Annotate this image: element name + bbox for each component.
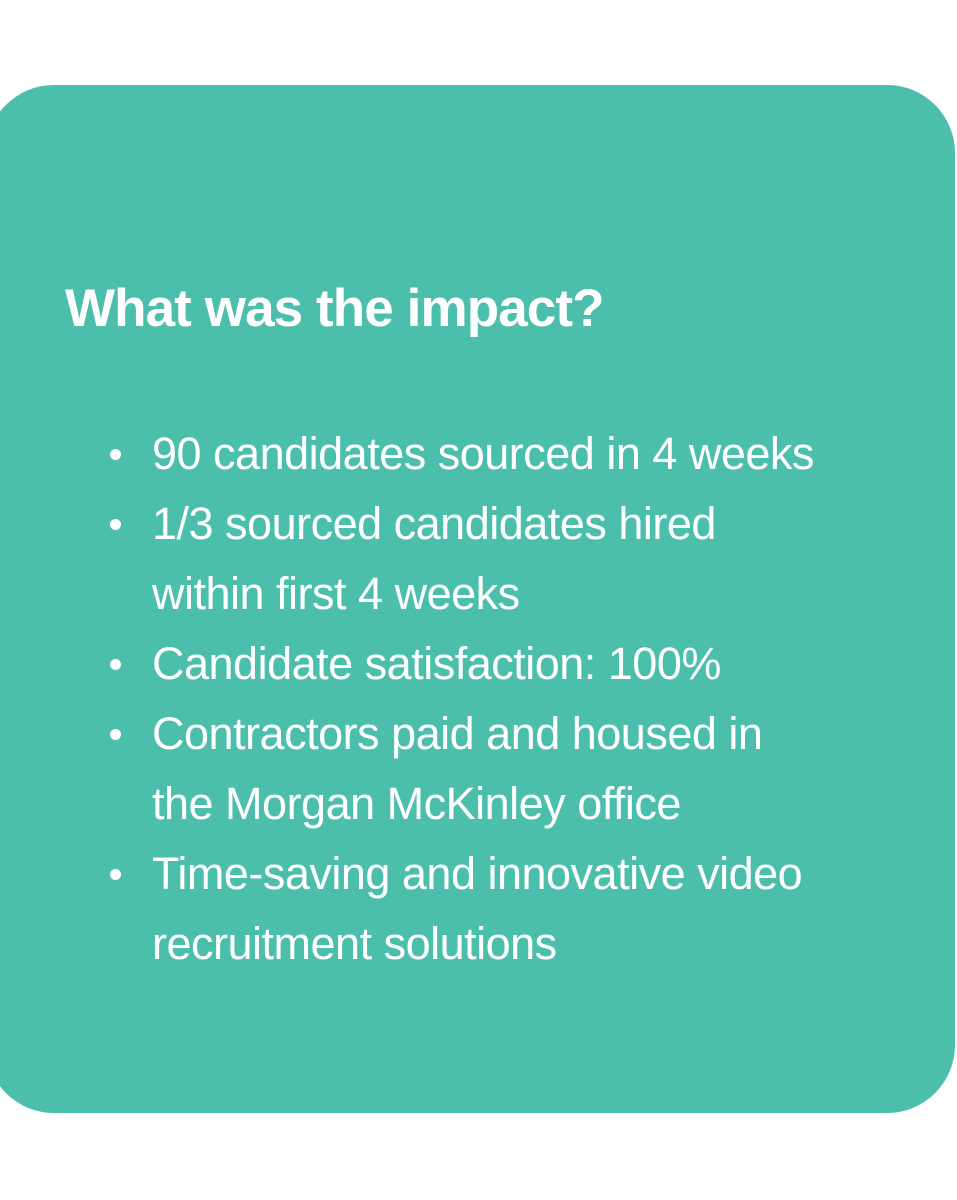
list-item-label: Contractors paid and housed in the Morga… [152,708,763,829]
list-item: Time-saving and innovative video recruit… [100,839,830,979]
list-item: Contractors paid and housed in the Morga… [100,699,830,839]
bullet-dot-icon [110,869,121,880]
impact-bullet-list: 90 candidates sourced in 4 weeks 1/3 sou… [100,419,830,979]
impact-summary-card: What was the impact? 90 candidates sourc… [0,85,955,1113]
bullet-dot-icon [110,519,121,530]
bullet-dot-icon [110,659,121,670]
list-item: 90 candidates sourced in 4 weeks [100,419,830,489]
list-item: 1/3 sourced candidates hired within firs… [100,489,830,629]
list-item: Candidate satisfaction: 100% [100,629,830,699]
bullet-dot-icon [110,729,121,740]
list-item-label: 1/3 sourced candidates hired within firs… [152,498,716,619]
list-item-label: Candidate satisfaction: 100% [152,638,721,689]
list-item-label: 90 candidates sourced in 4 weeks [152,428,814,479]
page-title: What was the impact? [65,279,604,338]
bullet-dot-icon [110,449,121,460]
list-item-label: Time-saving and innovative video recruit… [152,848,803,969]
